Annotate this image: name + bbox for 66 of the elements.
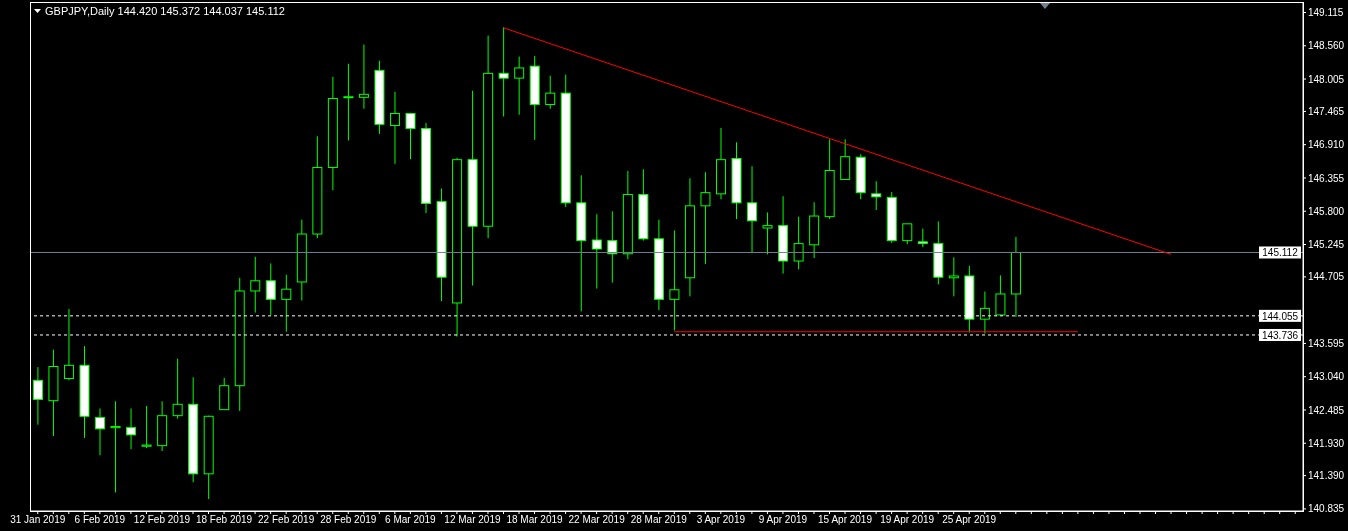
candlestick [514, 56, 525, 116]
y-tick-label: 141.930 [1308, 437, 1345, 449]
candlestick [979, 291, 990, 335]
y-tick-label: 143.040 [1308, 371, 1345, 383]
y-tick-label: 145.800 [1308, 205, 1345, 217]
y-tick-label: 143.595 [1308, 337, 1345, 349]
y-tick-label: 140.835 [1308, 503, 1345, 515]
y-tick-label: 149.115 [1308, 7, 1344, 19]
candlestick [63, 308, 74, 381]
candlestick [250, 256, 261, 314]
candlestick [545, 75, 556, 110]
candlestick [948, 256, 959, 297]
candlestick [917, 228, 928, 248]
ref-line-label: 144.055 [1261, 310, 1299, 322]
x-tick-label: 28 Mar 2019 [630, 514, 688, 526]
candlestick [902, 223, 913, 245]
x-tick-label: 12 Feb 2019 [133, 514, 191, 526]
candlestick [498, 26, 509, 118]
x-tick-label: 19 Apr 2019 [880, 514, 935, 526]
x-tick-label: 31 Jan 2019 [10, 514, 66, 526]
candlestick [219, 377, 230, 411]
x-tick-label: 6 Mar 2019 [385, 514, 437, 526]
x-tick-label: 15 Apr 2019 [818, 514, 873, 526]
candlestick [747, 165, 758, 254]
x-tick-label: 25 Apr 2019 [942, 514, 997, 526]
x-tick-label: 3 Apr 2019 [696, 514, 746, 526]
candlestick [995, 274, 1006, 316]
candlestick [126, 407, 137, 450]
y-tick-label: 146.355 [1308, 172, 1345, 184]
candlestick [172, 358, 183, 420]
candlestick [405, 112, 416, 160]
x-tick-label: 12 Mar 2019 [444, 514, 501, 526]
candlestick [95, 407, 106, 456]
x-tick-label: 18 Mar 2019 [506, 514, 564, 526]
x-tick-label: 18 Feb 2019 [195, 514, 253, 526]
y-tick-label: 146.910 [1308, 139, 1345, 151]
candlestick [141, 405, 152, 449]
candlestick [607, 210, 618, 284]
candlestick [762, 211, 773, 255]
candlestick [700, 171, 711, 265]
x-tick-label: 22 Feb 2019 [258, 514, 315, 526]
y-tick-label: 144.705 [1308, 271, 1345, 283]
y-tick-label: 142.485 [1308, 404, 1345, 416]
y-tick-label: 145.245 [1308, 239, 1345, 251]
y-tick-label: 148.005 [1308, 73, 1345, 85]
candlestick [110, 400, 121, 493]
x-tick-label: 9 Apr 2019 [758, 514, 808, 526]
ref-line-label: 145.112 [1262, 247, 1299, 259]
x-tick-label: 22 Mar 2019 [568, 514, 626, 526]
candlestick [32, 366, 43, 426]
ref-line-label: 143.736 [1261, 329, 1299, 341]
candlestick [793, 216, 804, 270]
candlestick [669, 229, 680, 332]
candlestick [389, 91, 400, 165]
chart-title: GBPJPY,Daily 144.420 145.372 144.037 145.112 [45, 5, 285, 17]
candlestick [358, 44, 369, 110]
y-tick-label: 147.465 [1308, 105, 1345, 117]
y-tick-label: 141.390 [1308, 470, 1345, 482]
candlestick [591, 213, 602, 290]
candlestick [343, 63, 354, 141]
x-tick-label: 6 Feb 2019 [74, 514, 126, 526]
y-tick-label: 148.560 [1308, 40, 1345, 52]
candlestick [281, 274, 292, 333]
x-tick-label: 28 Feb 2019 [320, 514, 377, 526]
candlestick [871, 180, 882, 211]
candlestick [840, 138, 851, 180]
